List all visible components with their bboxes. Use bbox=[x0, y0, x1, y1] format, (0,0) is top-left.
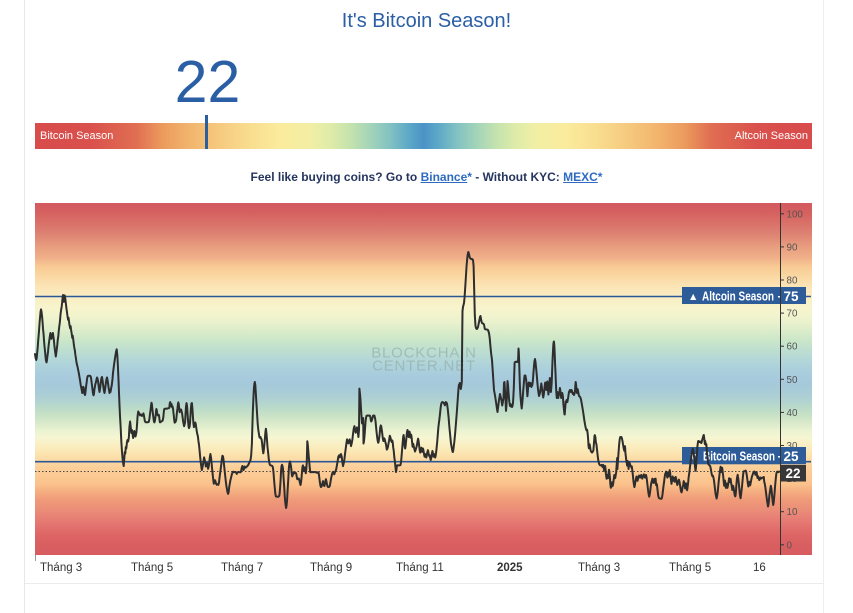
svg-text:Tháng 7: Tháng 7 bbox=[221, 562, 263, 574]
svg-text:Tháng 5: Tháng 5 bbox=[669, 562, 711, 574]
svg-text:Tháng 5: Tháng 5 bbox=[131, 562, 173, 574]
svg-text:22: 22 bbox=[786, 466, 801, 481]
svg-text:25: 25 bbox=[784, 449, 800, 464]
svg-text:CENTER.NET: CENTER.NET bbox=[372, 358, 476, 375]
svg-text:▲: ▲ bbox=[688, 291, 698, 303]
svg-text:BLOCKCHAIN: BLOCKCHAIN bbox=[371, 345, 477, 362]
svg-text:2025: 2025 bbox=[497, 562, 523, 574]
svg-text:Tháng 3: Tháng 3 bbox=[40, 562, 82, 574]
svg-text:Altcoin Season: Altcoin Season bbox=[702, 290, 774, 304]
svg-text:-: - bbox=[778, 289, 782, 303]
svg-text:90: 90 bbox=[787, 242, 798, 253]
svg-text:80: 80 bbox=[787, 276, 798, 287]
svg-text:Tháng 3: Tháng 3 bbox=[578, 562, 620, 574]
svg-text:0: 0 bbox=[787, 540, 793, 551]
svg-text:Tháng 11: Tháng 11 bbox=[396, 562, 444, 574]
svg-text:30: 30 bbox=[787, 441, 798, 452]
svg-text:40: 40 bbox=[787, 408, 798, 419]
svg-text:Tháng 9: Tháng 9 bbox=[310, 562, 352, 574]
svg-text:50: 50 bbox=[787, 375, 798, 386]
svg-text:Bitcoin Season: Bitcoin Season bbox=[703, 450, 775, 464]
svg-text:100: 100 bbox=[787, 209, 804, 220]
svg-text:-: - bbox=[778, 449, 782, 463]
svg-text:75: 75 bbox=[784, 289, 800, 304]
svg-text:70: 70 bbox=[787, 309, 798, 320]
svg-text:60: 60 bbox=[787, 342, 798, 353]
svg-text:10: 10 bbox=[787, 507, 798, 518]
svg-text:16: 16 bbox=[753, 562, 766, 574]
